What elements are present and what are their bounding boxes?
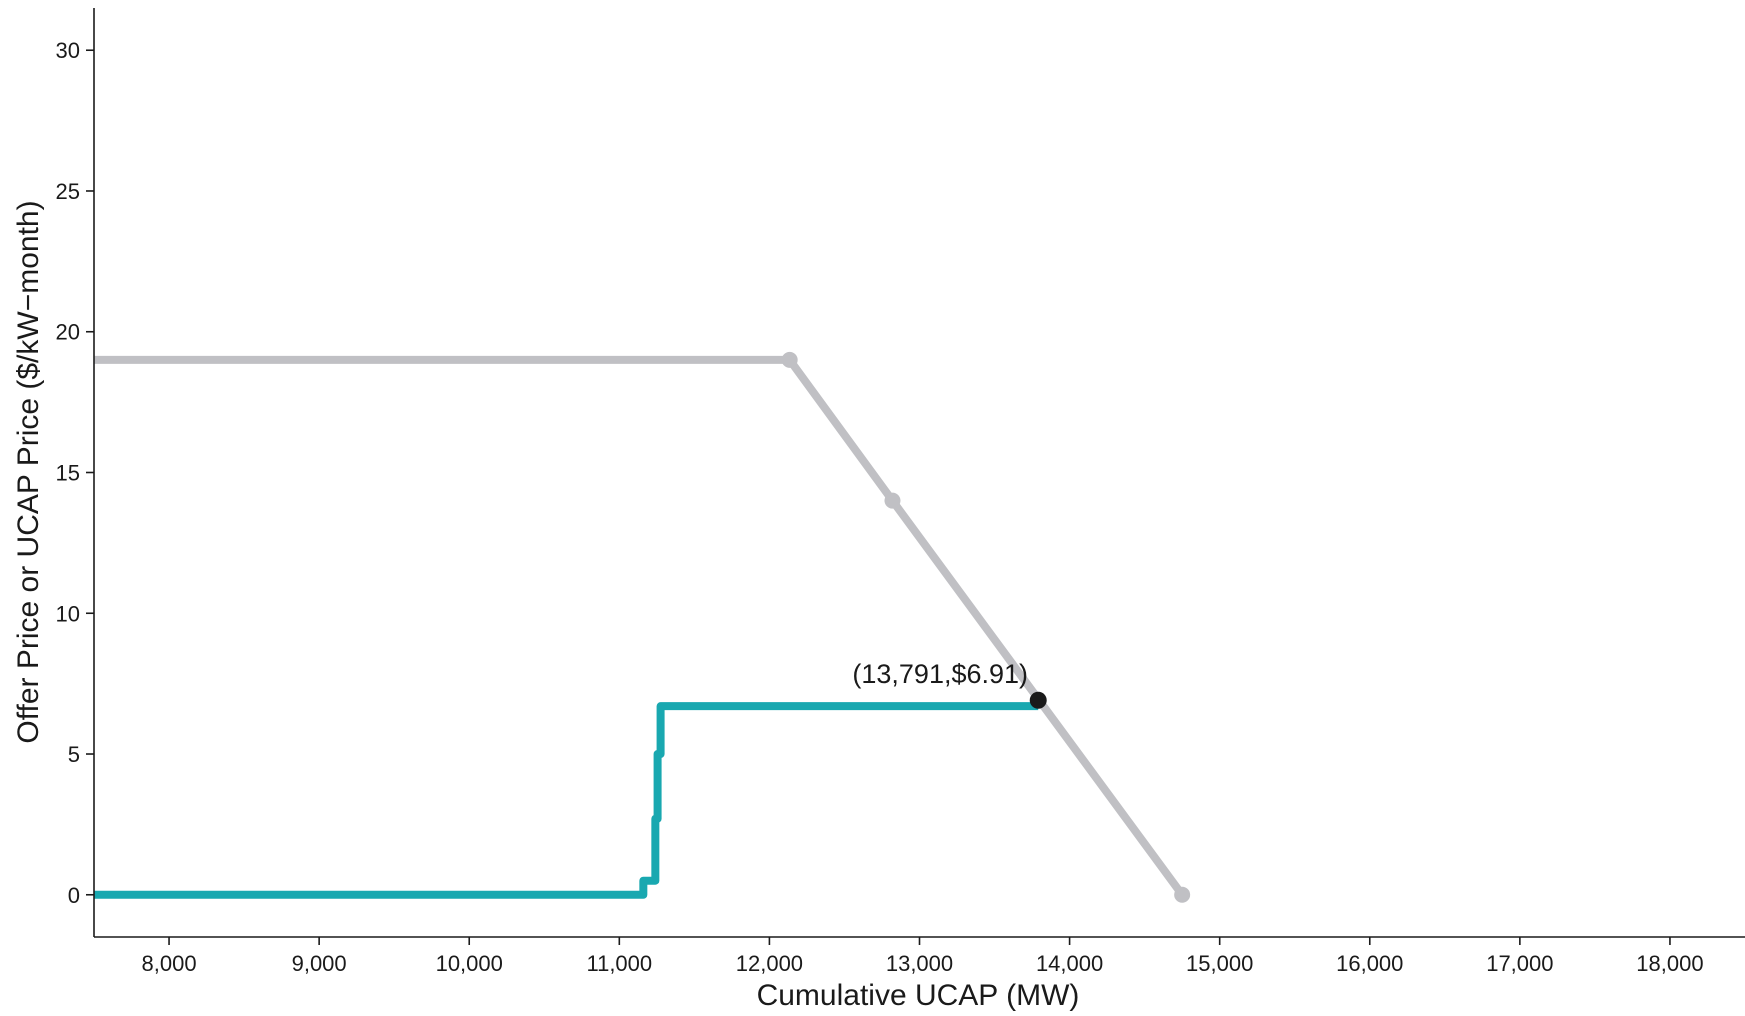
y-tick-label: 30 [56,38,80,63]
x-tick-label: 15,000 [1186,951,1253,976]
y-tick-label: 25 [56,179,80,204]
x-tick-label: 17,000 [1486,951,1553,976]
x-tick-label: 13,000 [886,951,953,976]
demand-curve-line [94,355,1186,898]
x-tick-label: 12,000 [736,951,803,976]
x-tick-label: 18,000 [1636,951,1703,976]
x-tick-label: 8,000 [142,951,197,976]
x-axis-title: Cumulative UCAP (MW) [757,979,1080,1012]
series-layer [94,351,1191,903]
y-tick-label: 5 [68,742,80,767]
demand-curve-point [884,492,901,509]
clearing-point-marker [1029,691,1047,709]
annotation-layer: (13,791,$6.91) [852,659,1047,709]
x-tick-label: 11,000 [586,951,652,976]
axes-layer: 8,000 9,000 10,000 11,000 12,000 13,000 14,000… [56,8,1745,976]
demand-curve-point [781,351,798,368]
clearing-point-label: (13,791,$6.91) [852,659,1028,689]
x-tick-label: 9,000 [292,951,347,976]
x-tick-label: 14,000 [1036,951,1103,976]
y-tick-label: 10 [56,601,80,626]
y-axis-title: Offer Price or UCAP Price ($/kW−month) [12,200,45,743]
demand-curve-point [1174,886,1191,903]
supply-curve-line [94,702,1039,899]
x-tick-label: 10,000 [436,951,503,976]
y-tick-label: 20 [56,320,80,345]
y-tick-label: 0 [68,883,80,908]
y-tick-label: 15 [56,461,80,486]
x-tick-label: 16,000 [1336,951,1403,976]
